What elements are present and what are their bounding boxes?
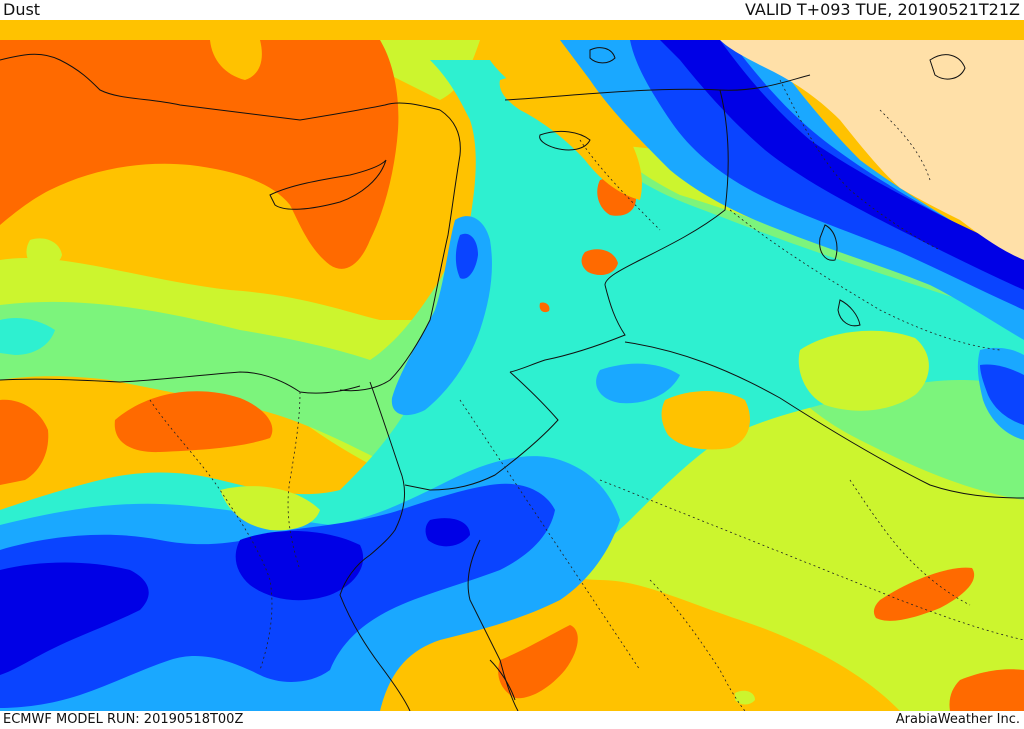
dust-forecast-map[interactable] (0, 20, 1024, 711)
credit-label: ArabiaWeather Inc. (895, 712, 1020, 727)
no-data-land-region (720, 40, 1024, 260)
map-canvas (0, 20, 1024, 711)
dust-level-8-band (0, 40, 1024, 711)
map-header: Dust VALID T+093 TUE, 20190521T21Z (0, 0, 1024, 20)
map-footer: ECMWF MODEL RUN: 20190518T00Z ArabiaWeat… (0, 711, 1024, 729)
administrative-borders (149, 79, 1024, 711)
dust-level-7-patches (220, 75, 750, 531)
dust-level-1-band (0, 40, 1024, 675)
model-run-label: ECMWF MODEL RUN: 20190518T00Z (3, 712, 244, 727)
valid-time-label: VALID T+093 TUE, 20190521T21Z (744, 0, 1020, 19)
coastlines-and-borders (0, 47, 1024, 711)
dust-level-6-patches (26, 238, 929, 705)
map-title: Dust (3, 0, 41, 19)
